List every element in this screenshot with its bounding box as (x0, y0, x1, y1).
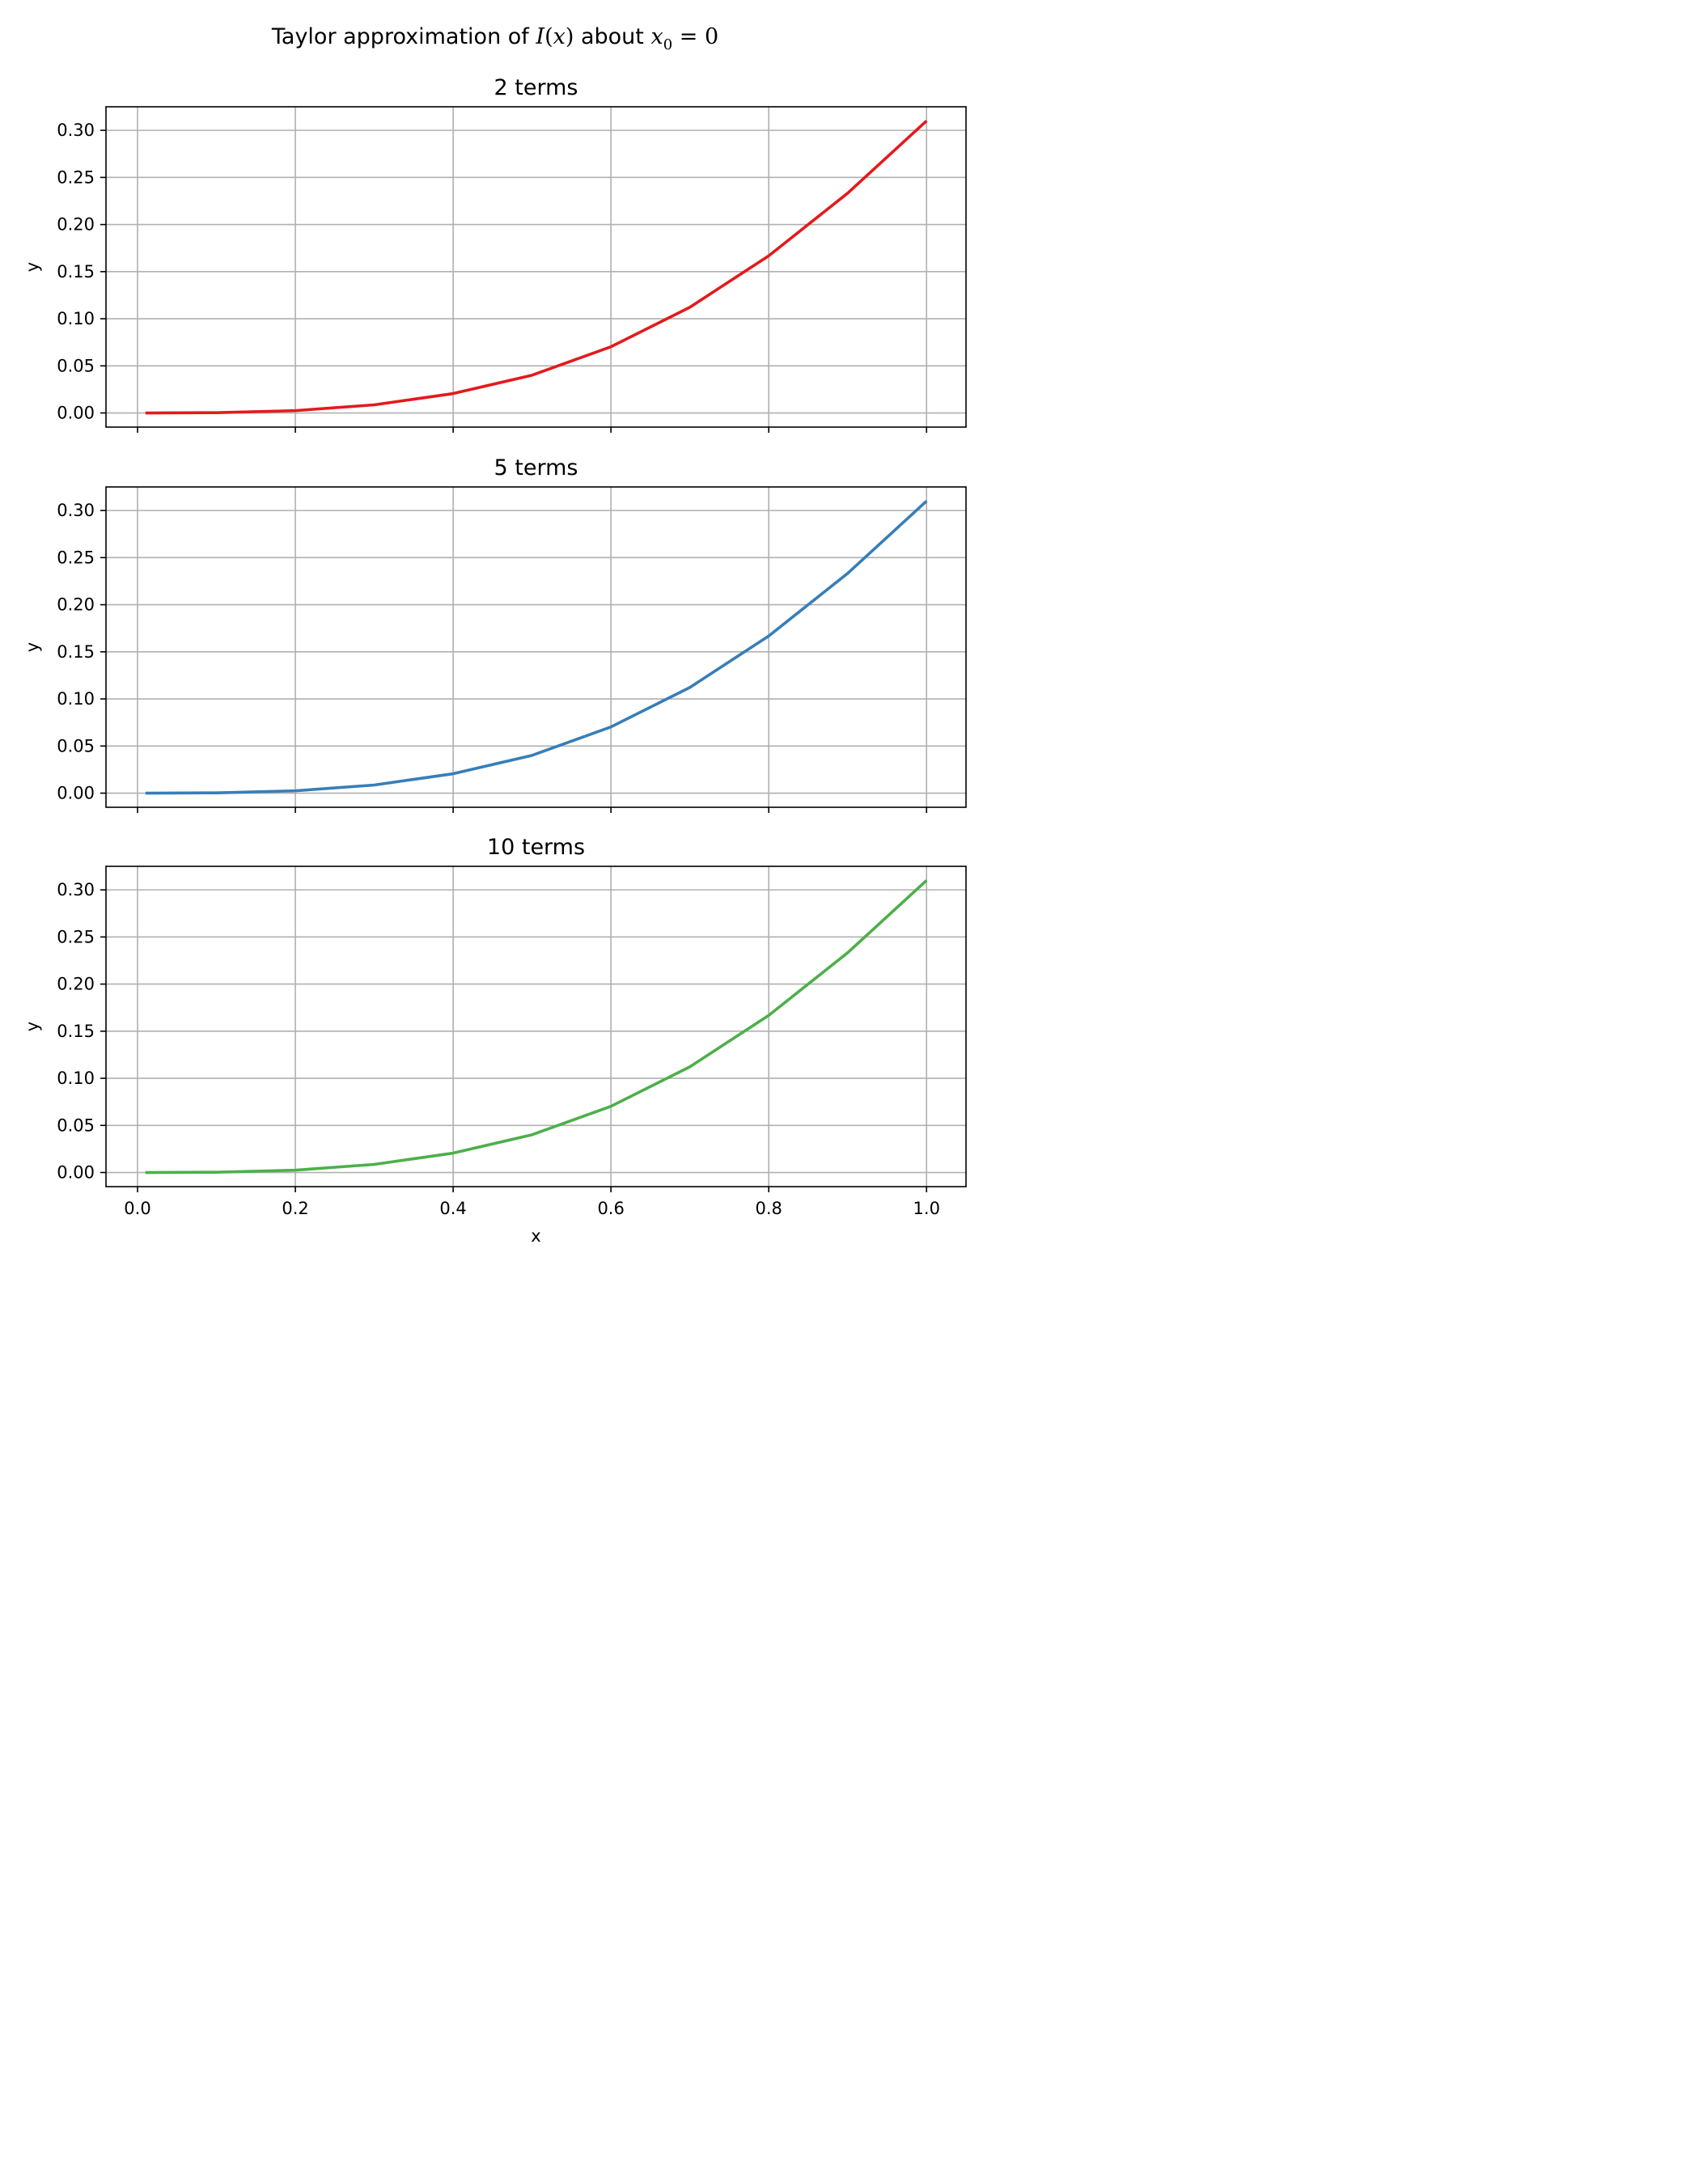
taylor-approximation-figure: Taylor approximation of I(x) about x0 = … (0, 0, 990, 1273)
x-axis-label: x (531, 1226, 540, 1246)
y-tick-label: 0.10 (57, 689, 95, 709)
y-tick-label: 0.00 (57, 404, 95, 423)
y-tick-label: 0.15 (57, 1022, 95, 1041)
suptitle-prefix: Taylor approximation of (271, 24, 536, 49)
x-tick-label: 0.6 (597, 1199, 624, 1218)
y-tick-label: 0.00 (57, 1163, 95, 1183)
suptitle-paren-close: ) (566, 24, 574, 49)
suptitle-subscript: 0 (663, 36, 672, 53)
axes-frame (105, 106, 967, 428)
y-tick-label: 0.30 (57, 880, 95, 899)
suptitle-function: I (535, 24, 545, 49)
y-tick-label: 0.20 (57, 215, 95, 235)
axes-frame (105, 866, 967, 1187)
subplot-1: 0.00 0.05 0.10 0.15 0.20 0.25 0.30 2 terms y (23, 75, 967, 433)
y-tick-label: 0.00 (57, 784, 95, 803)
x-tick-label: 1.0 (913, 1199, 940, 1218)
y-tick-label: 0.15 (57, 262, 95, 281)
y-tick-label: 0.25 (57, 167, 95, 187)
axes-frame (105, 486, 967, 808)
x-tick-label: 0.8 (755, 1199, 782, 1218)
suptitle-equals: = 0 (672, 24, 718, 49)
y-tick-label: 0.05 (57, 1115, 95, 1135)
suptitle-argument: x (553, 24, 566, 49)
y-tick-label: 0.15 (57, 642, 95, 662)
subplot-title: 10 terms (487, 835, 585, 860)
subplots: 0.000.050.100.150.200.250.302 termsy0.00… (23, 75, 967, 1246)
series-line (145, 500, 928, 795)
y-tick-label: 0.30 (57, 121, 95, 140)
y-axis-label: y (23, 642, 42, 652)
series-line (145, 120, 928, 415)
subplot-title: 5 terms (494, 455, 578, 480)
subplot-3: 0.00 0.05 0.10 0.15 0.20 0.25 0.30 0.0 0.2 0.4 0.6… (23, 835, 967, 1246)
series-line (145, 879, 928, 1175)
figure-background (0, 0, 990, 1273)
x-tick-label: 0.2 (282, 1199, 308, 1218)
y-axis-label: y (23, 262, 42, 272)
y-tick-label: 0.25 (57, 548, 95, 567)
y-tick-label: 0.20 (57, 595, 95, 615)
x-tick-label: 0.0 (124, 1199, 150, 1218)
y-tick-label: 0.10 (57, 1069, 95, 1088)
subplot-2: 0.00 0.05 0.10 0.15 0.20 0.25 0.30 5 terms y (23, 455, 967, 813)
y-tick-label: 0.05 (57, 736, 95, 756)
y-tick-label: 0.05 (57, 356, 95, 375)
y-tick-label: 0.20 (57, 975, 95, 994)
y-tick-label: 0.10 (57, 309, 95, 328)
figure-suptitle: Taylor approximation of I(x) about x0 = … (271, 24, 718, 53)
x-tick-label: 0.4 (439, 1199, 466, 1218)
suptitle-paren-open: ( (544, 24, 553, 49)
suptitle-about: about (574, 24, 650, 49)
suptitle-variable: x (650, 24, 663, 49)
y-tick-label: 0.30 (57, 501, 95, 520)
subplot-title: 2 terms (494, 75, 578, 100)
y-axis-label: y (23, 1022, 42, 1031)
y-tick-label: 0.25 (57, 927, 95, 946)
